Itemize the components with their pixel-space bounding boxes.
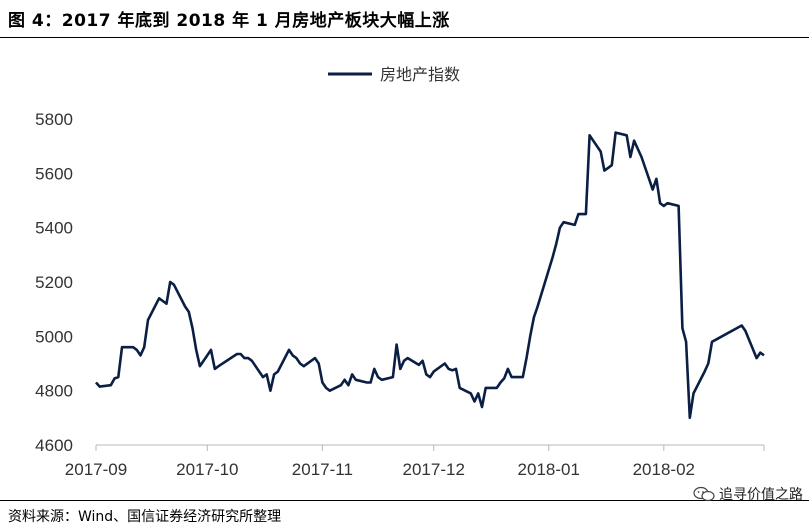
x-tick-label: 2017-11 <box>292 460 353 479</box>
chart-legend: 房地产指数 <box>328 65 460 84</box>
x-tick-label: 2018-01 <box>518 460 580 479</box>
y-tick-label: 4600 <box>35 436 73 455</box>
x-tick-label: 2017-10 <box>176 460 238 479</box>
bottom-rule <box>0 500 809 501</box>
y-tick-label: 5200 <box>35 273 73 292</box>
series-group <box>95 131 765 420</box>
y-axis: 4600 4800 5000 5200 5400 5600 5800 <box>35 110 73 455</box>
series-line-real-estate-index <box>95 131 765 420</box>
x-tick-label: 2018-02 <box>633 460 695 479</box>
y-tick-label: 4800 <box>35 382 73 401</box>
line-chart: 房地产指数 4600 4800 5000 5200 5400 5600 5800 2017-… <box>35 65 765 479</box>
watermark-text: 追寻价值之路 <box>719 487 803 503</box>
x-tick-label: 2017-12 <box>403 460 465 479</box>
y-tick-label: 5400 <box>35 219 73 238</box>
y-tick-label: 5600 <box>35 164 73 183</box>
figure-title: 图 4：2017 年底到 2018 年 1 月房地产板块大幅上涨 <box>8 11 450 31</box>
watermark: 追寻价值之路 <box>693 484 803 504</box>
legend-label: 房地产指数 <box>380 65 460 84</box>
top-rule <box>0 37 809 38</box>
y-tick-label: 5000 <box>35 327 73 346</box>
x-tick-label: 2017-09 <box>65 460 127 479</box>
x-axis: 2017-09 2017-10 2017-11 2017-12 2018-01 2018-… <box>65 444 765 479</box>
y-tick-label: 5800 <box>35 110 73 129</box>
wechat-icon <box>693 486 715 502</box>
source-note: 资料来源：Wind、国信证券经济研究所整理 <box>8 509 282 525</box>
